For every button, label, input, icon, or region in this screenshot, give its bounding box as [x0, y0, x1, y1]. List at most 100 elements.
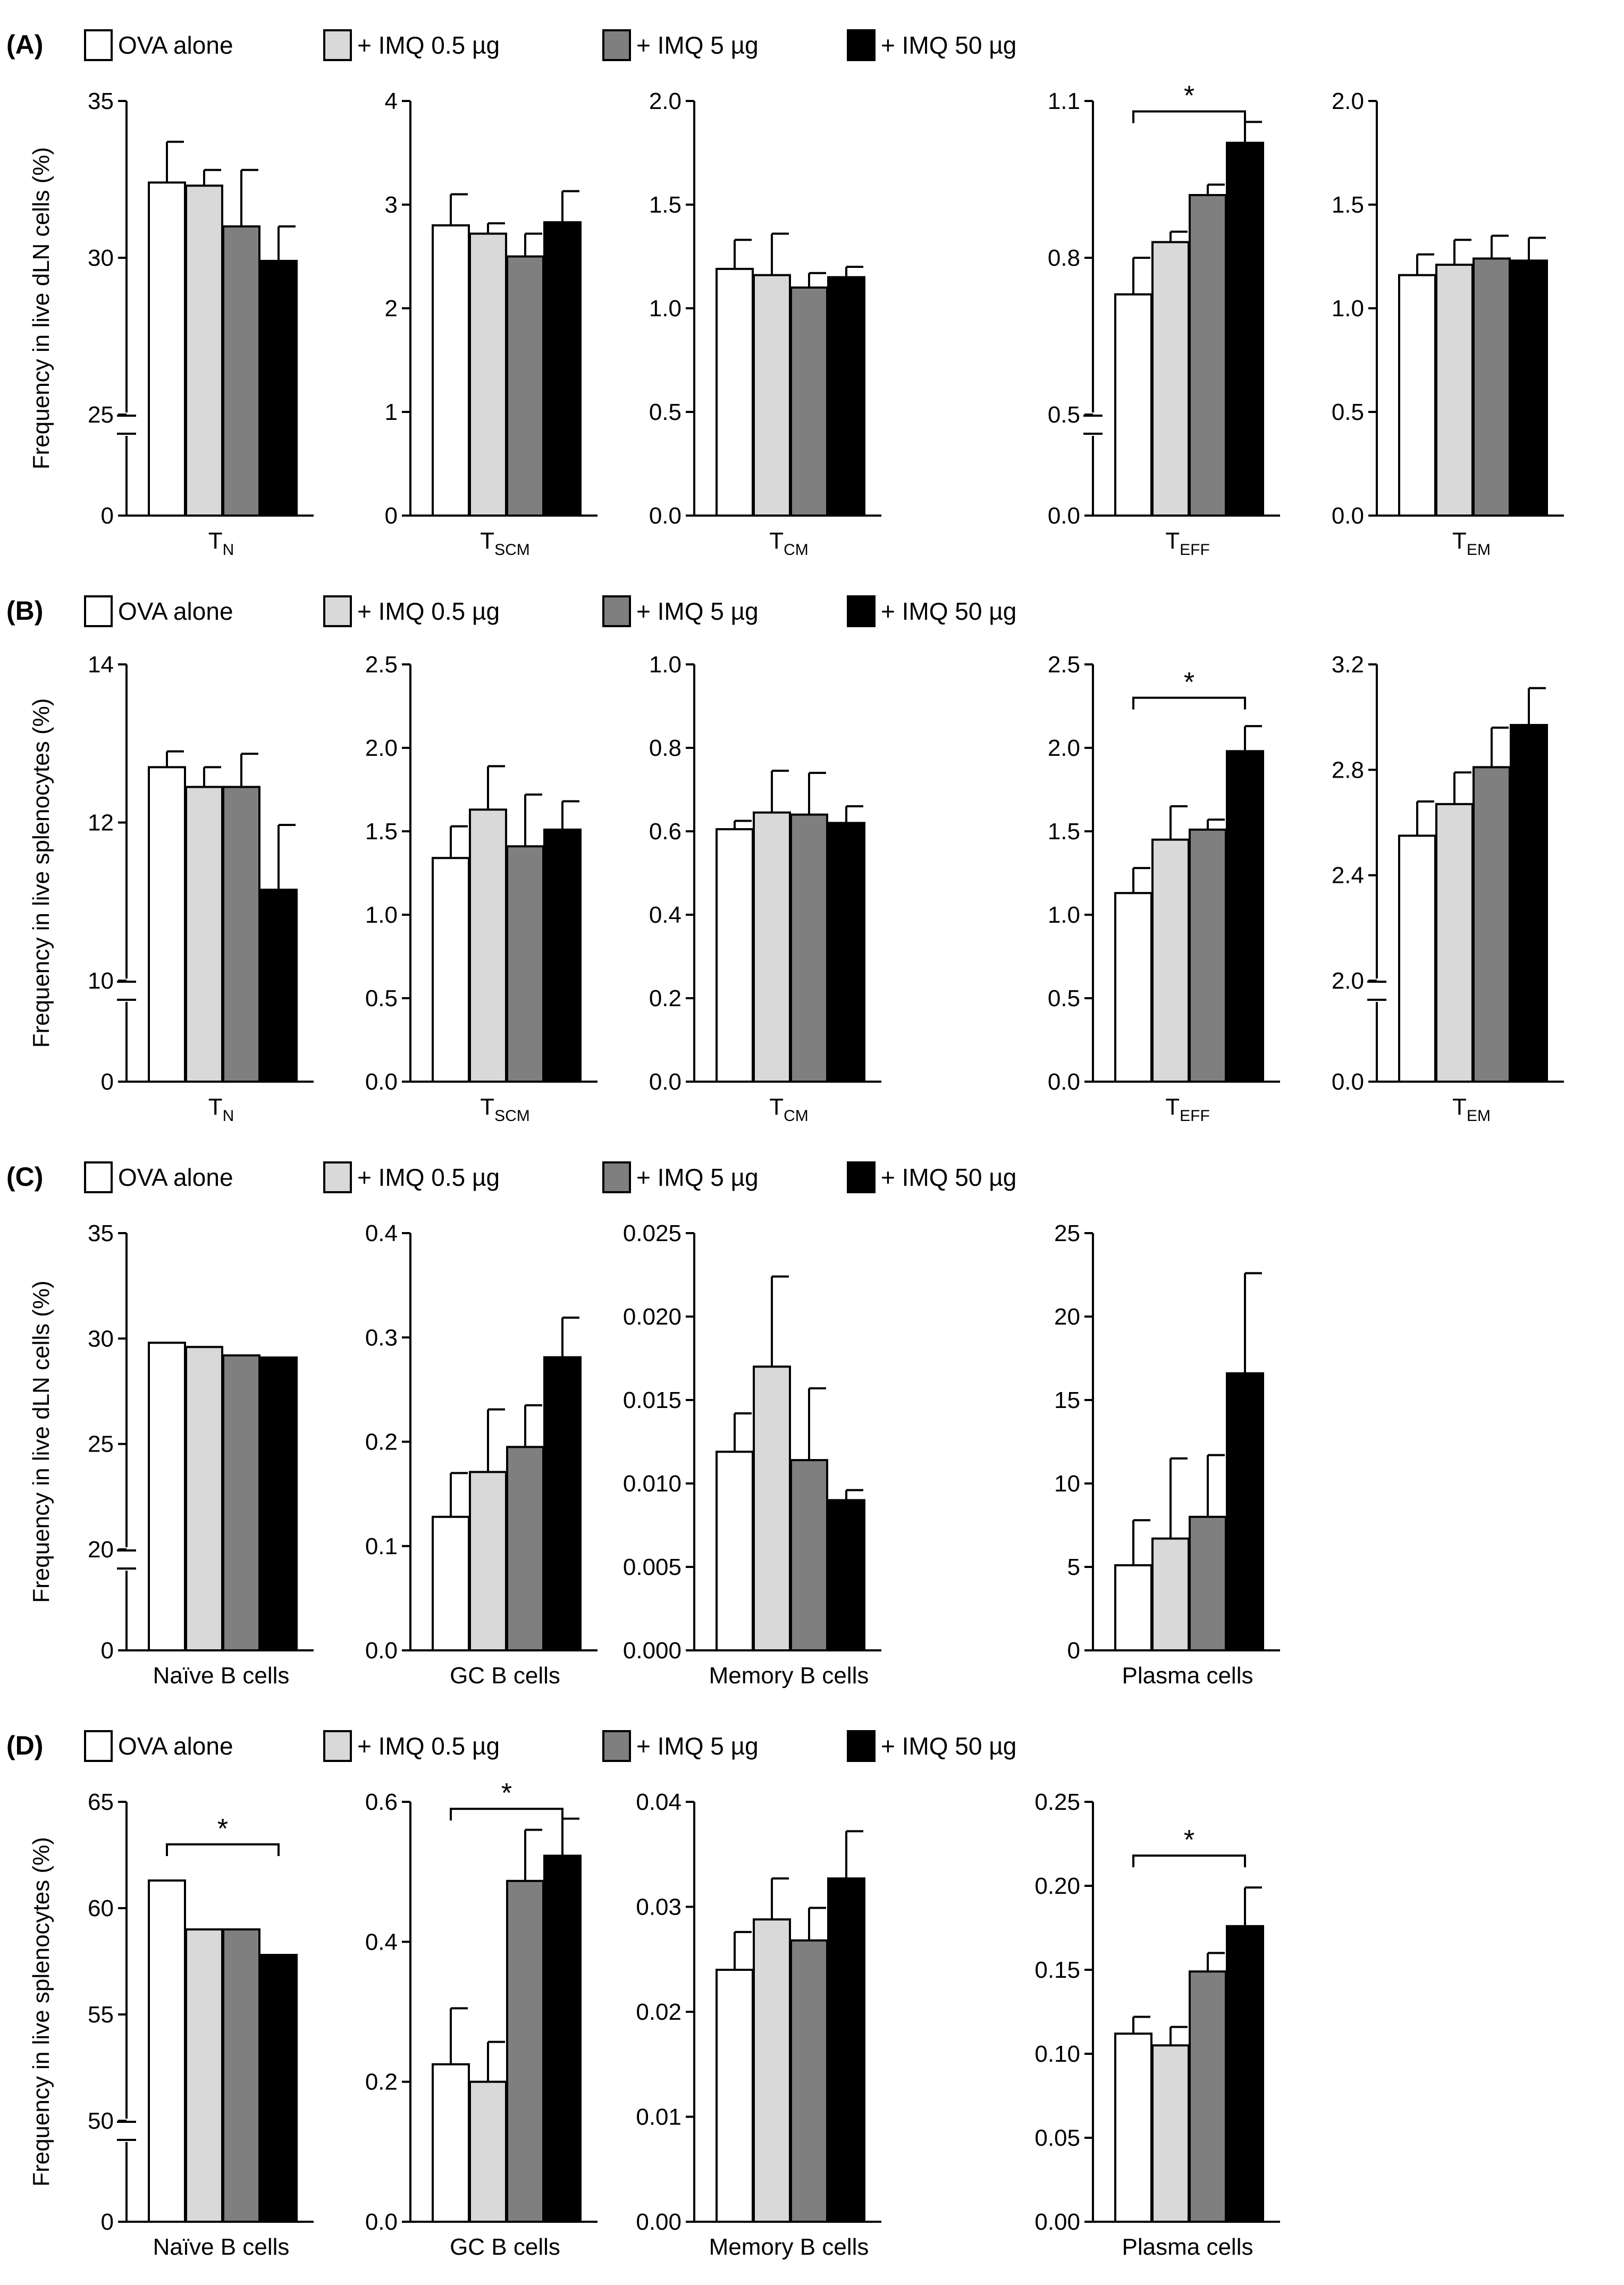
panel-label: (D)	[6, 1731, 43, 1760]
y-tick-label: 0	[385, 503, 398, 529]
bar-imq5	[506, 845, 544, 1083]
category-name: Naïve B cells	[153, 2234, 290, 2260]
bar-imq05	[185, 1928, 223, 2223]
bar-imq5	[222, 786, 260, 1083]
bar-ova	[148, 181, 186, 517]
bar-imq5	[1472, 766, 1511, 1083]
y-tick-label: 0.4	[365, 1929, 398, 1955]
bar-imq50	[1226, 1925, 1264, 2223]
bar-ova	[148, 1342, 186, 1651]
bar-imq5	[506, 1446, 544, 1651]
bar-imq5	[790, 1939, 828, 2223]
bar-imq05	[185, 184, 223, 517]
category-subscript: EFF	[1180, 541, 1210, 559]
bar-imq50	[1226, 750, 1264, 1083]
category-name: T	[769, 1094, 784, 1120]
legend-label-imq05: + IMQ 0.5 µg	[357, 597, 500, 625]
y-tick-label: 0.020	[623, 1304, 681, 1330]
category-subscript: N	[223, 541, 234, 559]
legend-label-imq5: + IMQ 5 µg	[636, 1732, 759, 1760]
subplot-D-4: 0.00 0.05 0.10 0.15 0.20 0.25 Plasma cells *	[1034, 1789, 1280, 2260]
y-tick-label: 15	[1054, 1387, 1080, 1413]
y-tick-label: 0.10	[1034, 2041, 1080, 2067]
y-tick-label: 0.2	[365, 1429, 398, 1455]
bar-imq50	[543, 1356, 582, 1652]
y-tick-label: 0.005	[623, 1554, 681, 1580]
y-tick-label: 0.1	[365, 1533, 398, 1559]
subplot-B-5: 0.0 2.0 2.4 2.8 3.2 TEM	[1332, 652, 1564, 1125]
y-tick-label: 0	[101, 1069, 114, 1095]
y-tick-label: 1	[385, 399, 398, 425]
bar-imq5	[790, 286, 828, 517]
category-subscript: N	[223, 1107, 234, 1125]
y-tick-label: 0.25	[1034, 1789, 1080, 1815]
legend-label-ova: OVA alone	[118, 1163, 233, 1191]
bar-imq50	[827, 276, 865, 517]
subplot-A-2: 0 1 2 3 4 TSCM	[385, 88, 598, 559]
panel-D: (D) OVA alone + IMQ 0.5 µg + IMQ 5 µg + IMQ …	[6, 1730, 1280, 2260]
y-tick-label: 0.010	[623, 1471, 681, 1497]
y-tick-label: 2.8	[1332, 757, 1364, 783]
category-label: Memory B cells	[709, 1663, 869, 1689]
category-name: T	[769, 528, 784, 554]
bar-imq05	[753, 811, 791, 1083]
y-tick-label: 1.0	[365, 902, 398, 928]
y-tick-label: 1.5	[1332, 192, 1364, 218]
y-tick-label: 0.0	[649, 1069, 681, 1095]
y-tick-label: 0.5	[365, 985, 398, 1011]
bar-ova	[716, 267, 754, 517]
y-tick-label: 3	[385, 192, 398, 218]
y-tick-label: 0.0	[1048, 503, 1080, 529]
y-tick-label: 20	[1054, 1304, 1080, 1330]
y-tick-label: 35	[88, 88, 114, 114]
subplot-A-3: 0.0 0.5 1.0 1.5 2.0 TCM	[649, 88, 881, 559]
y-tick-label: 0.0	[365, 2209, 398, 2235]
legend-swatch-imq50	[847, 595, 876, 627]
y-axis-label: Frequency in live splenocytes (%)	[28, 698, 54, 1048]
subplot-D-1: 0 50 55 60 65 Naïve B cells *	[88, 1789, 314, 2260]
bar-imq05	[469, 232, 507, 517]
bar-imq05	[469, 808, 507, 1083]
bar-ova	[1114, 892, 1152, 1083]
significance-bracket	[1132, 696, 1246, 710]
subplot-C-3: 0.000 0.005 0.010 0.015 0.020 0.025 Memory B c…	[623, 1220, 881, 1689]
subplot-B-4: 0.0 0.5 1.0 1.5 2.0 2.5 TEFF *	[1048, 652, 1280, 1125]
legend-label-imq5: + IMQ 5 µg	[636, 1163, 759, 1191]
bar-imq5	[790, 813, 828, 1083]
bar-imq5	[222, 1354, 260, 1651]
panel-label: (A)	[6, 30, 43, 60]
category-label: TEM	[1452, 528, 1491, 559]
panel-C: (C) OVA alone + IMQ 0.5 µg + IMQ 5 µg + IMQ …	[6, 1161, 1280, 1689]
category-name: T	[208, 528, 223, 554]
significance-star: *	[1184, 1825, 1194, 1856]
bar-ova	[1114, 1564, 1152, 1652]
y-tick-label: 30	[88, 1326, 114, 1352]
bar-ova	[432, 1515, 470, 1652]
significance-star: *	[217, 1814, 228, 1844]
bar-imq50	[1510, 724, 1548, 1083]
y-tick-label: 2	[385, 296, 398, 322]
category-name: Naïve B cells	[153, 1663, 290, 1689]
y-tick-label: 0.15	[1034, 1957, 1080, 1983]
bar-imq5	[506, 255, 544, 517]
category-label: Naïve B cells	[153, 2234, 290, 2260]
bar-imq05	[1151, 1537, 1190, 1652]
legend-swatch-ova	[84, 1161, 113, 1193]
category-label: TSCM	[480, 1094, 530, 1125]
y-tick-label: 5	[1067, 1554, 1080, 1580]
y-axis-label: Frequency in live dLN cells (%)	[28, 1280, 54, 1603]
bar-imq50	[543, 828, 582, 1083]
y-tick-label: 1.0	[649, 296, 681, 322]
bar-imq50	[827, 1877, 865, 2223]
subplot-A-1: 0 25 30 35 TN	[88, 88, 314, 559]
category-name: T	[1452, 1094, 1467, 1120]
y-tick-label: 30	[88, 245, 114, 271]
legend-swatch-ova	[84, 29, 113, 61]
legend-label-imq05: + IMQ 0.5 µg	[357, 1732, 500, 1760]
y-tick-label: 2.0	[649, 88, 681, 114]
bar-ova	[1114, 2033, 1152, 2223]
subplot-D-3: 0.00 0.01 0.02 0.03 0.04 Memory B cells	[636, 1789, 881, 2260]
y-tick-label: 12	[88, 810, 114, 836]
category-subscript: SCM	[494, 541, 530, 559]
bar-imq5	[1189, 1970, 1227, 2223]
